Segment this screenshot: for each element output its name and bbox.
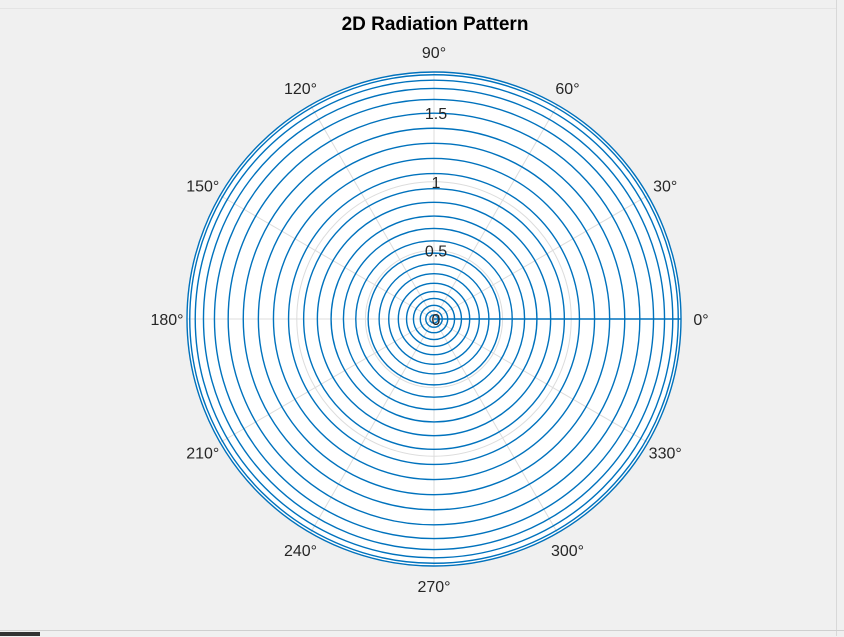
theta-tick-label-150: 150° xyxy=(186,179,219,196)
window-right-edge xyxy=(836,0,844,636)
r-tick-label-0.5: 0.5 xyxy=(425,243,447,260)
theta-tick-label-240: 240° xyxy=(284,543,317,560)
theta-tick-label-300: 300° xyxy=(551,543,584,560)
window-bottom-edge xyxy=(0,630,844,637)
theta-tick-label-210: 210° xyxy=(186,446,219,463)
r-tick-label-1.5: 1.5 xyxy=(425,106,447,123)
theta-tick-label-120: 120° xyxy=(284,81,317,98)
r-tick-label-0: 0 xyxy=(432,312,441,329)
r-tick-labels: 0 0.5 1 1.5 xyxy=(425,106,447,329)
theta-tick-labels: 0° 30° 60° 90° 120° 150° 180° 210° 240° 270° 300° 3… xyxy=(150,45,708,596)
theta-tick-label-30: 30° xyxy=(653,179,677,196)
theta-tick-label-60: 60° xyxy=(555,81,579,98)
theta-tick-label-90: 90° xyxy=(422,45,446,62)
theta-tick-label-330: 330° xyxy=(649,446,682,463)
theta-tick-label-270: 270° xyxy=(417,579,450,596)
series-traces xyxy=(186,71,682,567)
r-tick-label-1: 1 xyxy=(432,175,441,192)
window-top-edge xyxy=(0,0,836,9)
theta-tick-label-0: 0° xyxy=(693,312,708,329)
theta-tick-label-180: 180° xyxy=(150,312,183,329)
chart-title: 2D Radiation Pattern xyxy=(342,14,529,35)
window-corner-mark xyxy=(0,632,40,636)
